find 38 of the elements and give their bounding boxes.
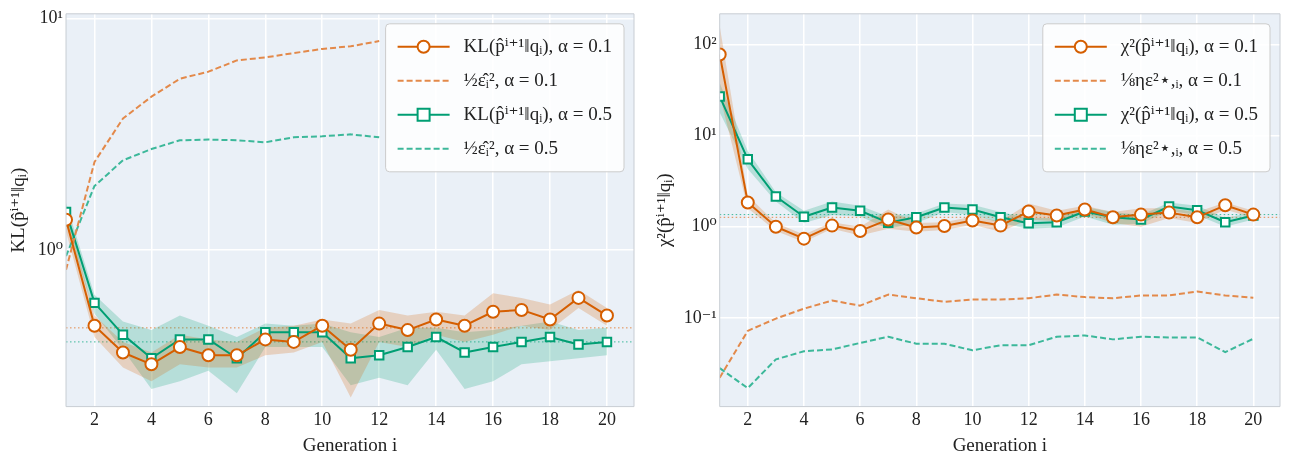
x-tick-label: 8: [260, 409, 270, 430]
legend-label: ⅛ηε²⋆,ᵢ, α = 0.5: [1120, 136, 1242, 158]
x-tick-label: 6: [203, 409, 213, 430]
x-axis-title: Generation i: [302, 433, 398, 455]
x-tick-label: 16: [1131, 409, 1150, 430]
x-tick-label: 4: [146, 409, 156, 430]
y-axis-title: KL(p̂ⁱ⁺¹‖qᵢ): [7, 167, 30, 253]
y-axis-title: χ²(p̂ⁱ⁺¹‖qᵢ): [653, 173, 676, 249]
legend-label: χ²(p̂ⁱ⁺¹‖qᵢ), α = 0.1: [1119, 34, 1259, 57]
y-tick-label: 10⁰: [691, 215, 717, 236]
x-tick-label: 20: [597, 409, 616, 430]
x-tick-label: 14: [427, 409, 446, 430]
legend-label: ½ε̂ᵢ², α = 0.5: [463, 136, 559, 158]
x-tick-label: 20: [1244, 409, 1263, 430]
x-tick-label: 10: [963, 409, 982, 430]
x-tick-label: 6: [855, 409, 865, 430]
x-tick-label: 18: [541, 409, 560, 430]
y-tick-label: 10⁰: [37, 238, 64, 259]
y-tick-label: 10⁻¹: [683, 306, 717, 327]
y-tick-label: 10¹: [693, 124, 717, 145]
x-tick-label: 2: [743, 409, 753, 430]
legend-label: ½ε̂ᵢ², α = 0.1: [463, 68, 559, 90]
x-tick-label: 2: [89, 409, 99, 430]
x-tick-label: 18: [1188, 409, 1207, 430]
y-tick-label: 10¹: [39, 7, 64, 28]
legend-label: χ²(p̂ⁱ⁺¹‖qᵢ), α = 0.5: [1119, 102, 1259, 125]
x-tick-label: 10: [313, 409, 332, 430]
x-tick-label: 8: [911, 409, 921, 430]
legend-label: KL(p̂ⁱ⁺¹‖qᵢ), α = 0.1: [463, 34, 613, 57]
legend-label: KL(p̂ⁱ⁺¹‖qᵢ), α = 0.5: [463, 102, 613, 125]
x-tick-label: 12: [370, 409, 389, 430]
x-tick-label: 4: [799, 409, 809, 430]
x-tick-label: 14: [1075, 409, 1094, 430]
x-tick-label: 12: [1019, 409, 1038, 430]
x-tick-label: 16: [484, 409, 503, 430]
x-axis-title: Generation i: [952, 433, 1048, 455]
y-tick-label: 10²: [693, 33, 717, 54]
legend-label: ⅛ηε²⋆,ᵢ, α = 0.1: [1120, 68, 1242, 90]
